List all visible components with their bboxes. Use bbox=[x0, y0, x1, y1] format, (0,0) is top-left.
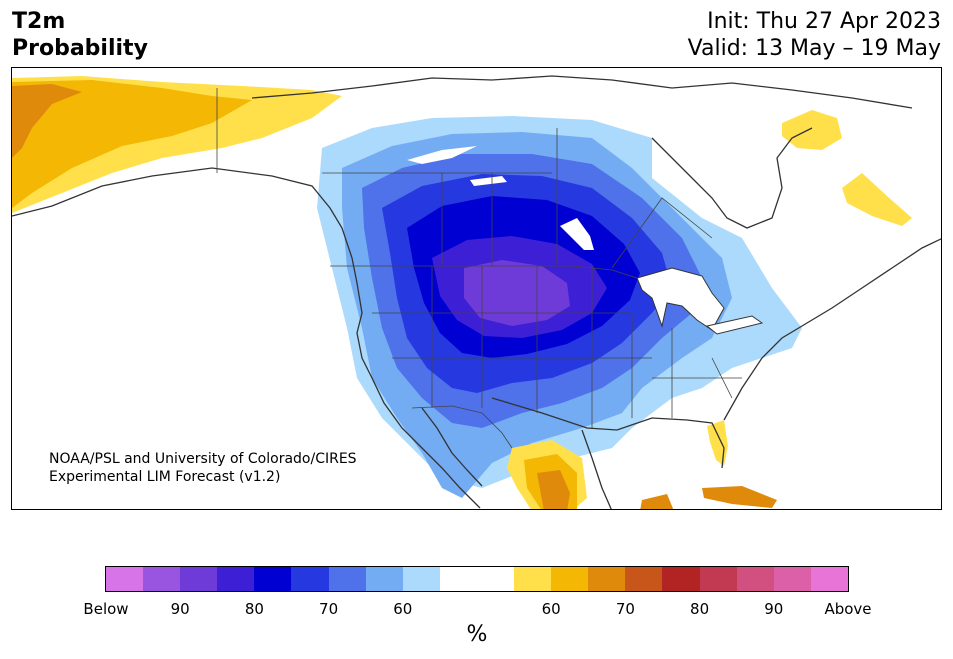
colorbar-segment bbox=[551, 567, 589, 591]
colorbar-segment bbox=[254, 567, 292, 591]
hudson-bay-coast bbox=[651, 127, 813, 229]
colorbar-segment bbox=[699, 567, 737, 591]
colorbar-tick-label: 90 bbox=[764, 600, 784, 618]
valid-range: Valid: 13 May – 19 May bbox=[687, 36, 941, 61]
us-mexico-border bbox=[411, 405, 513, 449]
baja-coast bbox=[421, 407, 483, 487]
colorbar-segment bbox=[773, 567, 811, 591]
colorbar-segment bbox=[588, 567, 626, 591]
title-product: Probability bbox=[12, 36, 148, 61]
colorbar-tick-label: 80 bbox=[244, 600, 264, 618]
cold-90-region bbox=[464, 260, 570, 326]
colorbar-tick-label: 60 bbox=[541, 600, 561, 618]
great-bear-lake bbox=[407, 146, 477, 164]
map-title: T2m Probability bbox=[12, 8, 148, 62]
forecast-dates: Init: Thu 27 Apr 2023 Valid: 13 May – 19… bbox=[688, 8, 941, 62]
cuba-warm bbox=[702, 486, 777, 508]
colorbar-segment bbox=[365, 567, 403, 591]
lake-winnipeg bbox=[560, 218, 594, 250]
florida-warm bbox=[707, 420, 728, 466]
colorbar-segment bbox=[810, 567, 848, 591]
alaska-warm-70 bbox=[12, 84, 82, 158]
colorbar-segment bbox=[736, 567, 774, 591]
credit-line-2: Experimental LIM Forecast (v1.2) bbox=[49, 469, 281, 485]
colorbar-segment bbox=[106, 567, 144, 591]
colorbar-segment bbox=[476, 567, 515, 591]
colorbar-tick-label: 70 bbox=[319, 600, 339, 618]
lake-erie bbox=[705, 315, 764, 335]
colorbar-segment bbox=[180, 567, 218, 591]
colorbar-tick-label: Above bbox=[824, 600, 872, 618]
great-slave-lake bbox=[470, 176, 507, 186]
colorbar-segment bbox=[402, 567, 440, 591]
colorbar-tick-label: 70 bbox=[615, 600, 635, 618]
colorbar-segment bbox=[439, 567, 477, 591]
labrador-warm bbox=[842, 173, 912, 226]
init-date: Init: Thu 27 Apr 2023 bbox=[707, 9, 941, 34]
pacific-coast bbox=[12, 167, 481, 509]
coastlines bbox=[12, 75, 941, 509]
forecast-map bbox=[12, 75, 941, 509]
colorbar-segment bbox=[514, 567, 552, 591]
colorbar-segment bbox=[143, 567, 181, 591]
alaska-warm-65 bbox=[12, 80, 252, 208]
us-canada-border bbox=[330, 265, 638, 279]
colorbar-segment bbox=[217, 567, 255, 591]
colorbar-segment bbox=[291, 567, 329, 591]
colorbar-tick-label: Below bbox=[83, 600, 129, 618]
gulf-coast bbox=[491, 397, 725, 469]
yucatan-warm bbox=[640, 494, 674, 509]
probability-colorbar bbox=[105, 566, 849, 592]
hudson-bay-warm bbox=[782, 110, 842, 150]
title-variable: T2m bbox=[12, 9, 66, 34]
credit-line-1: NOAA/PSL and University of Colorado/CIRE… bbox=[49, 451, 357, 467]
mexico-warm-70 bbox=[537, 470, 570, 509]
colorbar-segment bbox=[625, 567, 663, 591]
political-borders bbox=[216, 88, 742, 449]
arctic-coast bbox=[251, 75, 913, 109]
colorbar-segment bbox=[328, 567, 366, 591]
colorbar-tick-label: 80 bbox=[690, 600, 710, 618]
us-states bbox=[372, 266, 742, 428]
forecast-credit: NOAA/PSL and University of Colorado/CIRE… bbox=[49, 450, 357, 486]
colorbar-tick-label: 90 bbox=[170, 600, 190, 618]
colorbar-tick-label: 60 bbox=[393, 600, 413, 618]
mexico-east-coast bbox=[581, 429, 612, 509]
atlantic-coast bbox=[723, 238, 941, 421]
great-lakes bbox=[636, 267, 725, 331]
colorbar-segment bbox=[662, 567, 700, 591]
colorbar-unit: % bbox=[466, 622, 488, 647]
map-panel bbox=[11, 67, 942, 510]
canada-provinces bbox=[322, 128, 713, 269]
